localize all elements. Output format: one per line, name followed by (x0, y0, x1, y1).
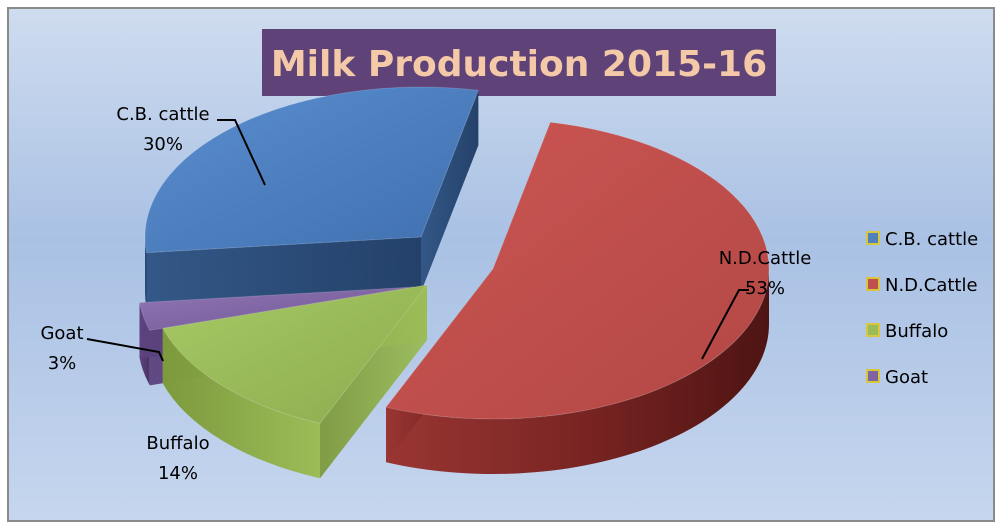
leader-line-3 (86, 338, 164, 362)
chart-title: Milk Production 2015-16 (271, 44, 767, 85)
data-label-value-3: 3% (48, 353, 77, 374)
chart-frame: Milk Production 2015-16 C.B. cattle 30% N.… (7, 7, 995, 522)
leader-line-1 (701, 289, 749, 360)
legend-label-2: Buffalo (885, 321, 948, 342)
legend-label-3: Goat (885, 367, 928, 388)
slice-cb-cattle-cut-1 (421, 90, 479, 292)
data-label-name-3: Goat (40, 323, 83, 344)
legend-label-1: N.D.Cattle (885, 275, 978, 296)
pie-chart: Milk Production 2015-16 C.B. cattle 30% N.… (40, 29, 978, 484)
leader-line-0 (217, 119, 266, 186)
legend-swatch-3 (866, 369, 880, 383)
data-label-name-2: Buffalo (146, 433, 209, 454)
slice-cb-cattle-side (145, 237, 147, 308)
slice-goat (138, 286, 415, 331)
legend: C.B. cattle N.D.Cattle Buffalo Goat (866, 229, 978, 388)
data-label-value-2: 14% (158, 463, 198, 484)
slice-nd-cattle-side (386, 269, 769, 475)
data-label-value-0: 30% (143, 134, 183, 155)
chart-title-box (262, 29, 776, 96)
pie-slices (138, 86, 770, 479)
data-labels: C.B. cattle 30% N.D.Cattle 53% Buffalo 14% Goa… (40, 104, 811, 484)
leader-lines (86, 119, 749, 362)
slice-nd-cattle (385, 121, 770, 420)
slice-buffalo (161, 284, 429, 424)
legend-swatch-1 (866, 277, 880, 291)
legend-label-0: C.B. cattle (885, 229, 978, 250)
data-label-value-1: 53% (745, 278, 785, 299)
slice-cb-cattle (144, 86, 480, 254)
data-label-name-1: N.D.Cattle (719, 248, 812, 269)
data-label-name-0: C.B. cattle (116, 104, 209, 125)
slice-buffalo-side (162, 328, 321, 479)
legend-swatch-0 (866, 231, 880, 245)
legend-swatch-2 (866, 323, 880, 337)
slice-cb-cattle-cut-0 (146, 237, 421, 308)
